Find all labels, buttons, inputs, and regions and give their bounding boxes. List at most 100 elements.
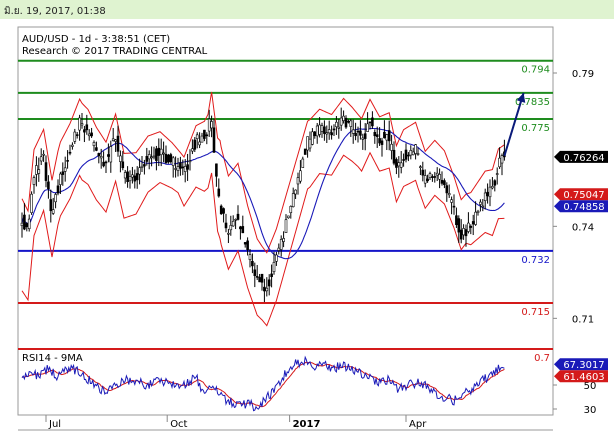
bollinger-bands (21, 91, 505, 327)
candle-body (217, 188, 221, 197)
level-label-2: 0.775 (521, 123, 550, 134)
forecast-arrow (503, 92, 526, 157)
candle-body (116, 135, 120, 152)
candle-body (318, 124, 321, 135)
candle-body (56, 185, 60, 194)
candle-body (181, 166, 185, 169)
candle-body (49, 199, 53, 212)
candle-body (426, 178, 429, 182)
candle-body (411, 151, 415, 156)
candle-body (325, 132, 329, 135)
candle-body (75, 134, 79, 136)
candle-body (416, 153, 420, 155)
candle-body (241, 226, 245, 234)
candle-body (373, 132, 377, 137)
candle-body (123, 172, 127, 179)
candle-body (452, 205, 456, 208)
x-tick-label-2: 2017 (293, 419, 321, 430)
candle-body (443, 180, 446, 186)
candle-body (361, 137, 365, 140)
candle-body (61, 171, 65, 175)
candle-body (71, 144, 74, 147)
candle-body (284, 219, 288, 233)
candle-body (215, 163, 218, 177)
candle-body (347, 120, 350, 123)
forecast-arrowhead (516, 92, 526, 103)
candle-body (332, 128, 336, 131)
candle-body (423, 175, 427, 184)
candle-body (25, 223, 29, 228)
candle-body (155, 148, 158, 161)
candle-body (37, 169, 41, 174)
candle-body (78, 117, 81, 131)
candle-body (287, 215, 290, 219)
candle-body (164, 153, 168, 163)
candle-body (63, 167, 67, 172)
candle-body (174, 168, 177, 170)
candle-body (80, 123, 84, 126)
candle-body (128, 176, 132, 182)
candle-body (380, 140, 384, 145)
rsi-title: RSI14 - 9MA (22, 353, 83, 364)
candle-body (219, 205, 223, 215)
candle-body (236, 213, 240, 220)
candle-body (471, 221, 475, 225)
chart-subtitle: Research © 2017 TRADING CENTRAL (22, 46, 208, 57)
candle-body (126, 171, 129, 183)
candle-body (207, 118, 211, 132)
rsi-y-tick-label-1: 30 (584, 405, 597, 416)
candle-body (440, 179, 444, 184)
rsi-tag-0 (554, 358, 608, 371)
candle-body (97, 153, 101, 157)
candle-body (483, 192, 487, 201)
candle-body (366, 123, 369, 132)
candle-body (306, 136, 309, 151)
candle-body (135, 173, 139, 181)
candle-body (455, 215, 458, 226)
candle-body (85, 124, 89, 131)
x-tick-label-0: Jul (48, 419, 61, 430)
candle-body (402, 159, 405, 161)
candle-body (491, 186, 494, 189)
candle-body (243, 242, 247, 245)
rsi-line (21, 355, 505, 412)
candle-body (104, 161, 108, 164)
candle-body (433, 176, 437, 178)
price-tag-label-1: 0.75047 (563, 190, 604, 201)
candle-body (162, 152, 165, 155)
candle-body (114, 139, 117, 142)
candle-body (265, 287, 269, 292)
candle-body (431, 176, 434, 178)
candle-body (498, 157, 501, 168)
candle-body (495, 173, 499, 175)
candle-body (457, 218, 461, 233)
candle-body (145, 156, 149, 162)
candle-body (229, 225, 233, 231)
candle-body (195, 134, 199, 139)
candle-body (311, 131, 314, 145)
candle-body (111, 138, 115, 141)
candle-body (267, 279, 271, 287)
rsi-lines (21, 355, 505, 412)
candle-body (66, 160, 69, 162)
candle-body (383, 131, 386, 139)
level-label-4: 0.715 (521, 307, 550, 318)
candle-body (342, 115, 345, 121)
candle-body (438, 174, 441, 180)
candle-body (291, 193, 295, 208)
candle-body (92, 142, 96, 146)
horizontal-levels: 0.794 0.7835 0.775 0.732 0.715 0.7 (18, 59, 553, 364)
candle-body (392, 149, 396, 164)
chart-title: AUD/USD - 1d - 3:38:51 (CET) (22, 34, 170, 45)
candle-body (323, 126, 326, 134)
candle-body (251, 260, 254, 267)
level-label-3: 0.732 (521, 255, 550, 266)
candle-body (330, 132, 333, 136)
candle-body (27, 218, 31, 229)
candle-body (107, 154, 110, 157)
price-tag-1 (554, 188, 608, 201)
candle-body (176, 166, 180, 171)
